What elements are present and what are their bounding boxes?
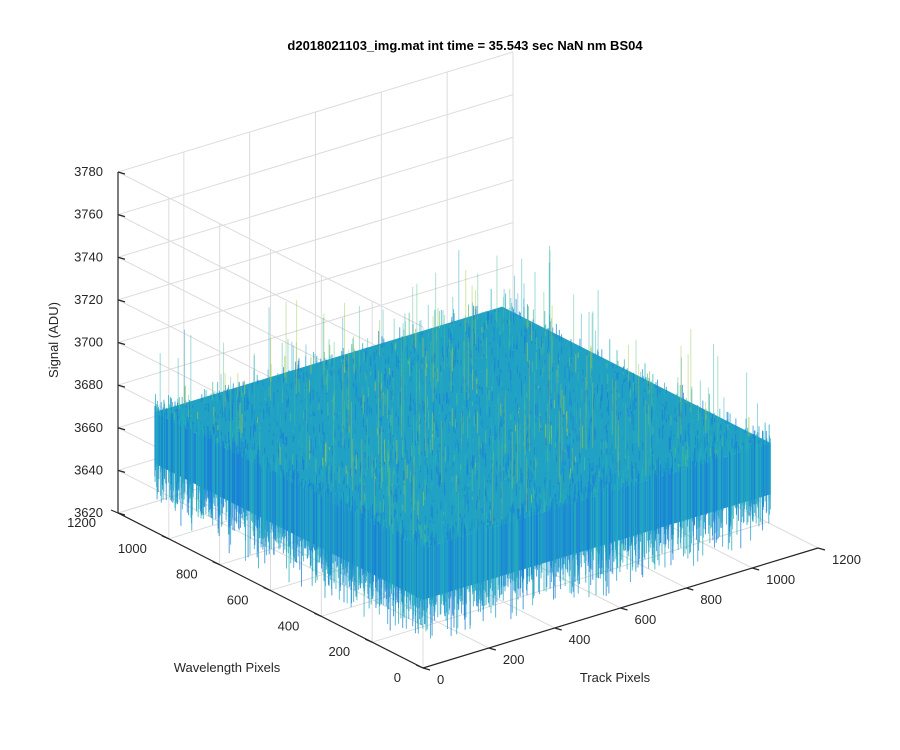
x-axis-label: Track Pixels xyxy=(580,670,651,685)
x-tick-mark xyxy=(422,667,431,671)
y-tick-mark xyxy=(415,664,424,669)
z-tick-mark xyxy=(117,256,126,260)
z-tick-mark xyxy=(117,341,126,346)
z-tick-label: 3680 xyxy=(74,377,103,392)
wall-gridline xyxy=(117,51,514,173)
wall-gridline xyxy=(117,214,424,371)
x-tick-label: 0 xyxy=(437,672,444,687)
y-tick-label: 1000 xyxy=(118,541,147,556)
y-tick-label: 200 xyxy=(328,644,350,659)
axes xyxy=(110,171,826,671)
x-tick-mark xyxy=(686,587,694,591)
x-tick-label: 600 xyxy=(635,612,657,627)
x-tick-mark xyxy=(752,567,760,571)
z-tick-mark xyxy=(117,469,126,473)
x-tick-mark xyxy=(554,627,562,631)
x-tick-label: 800 xyxy=(700,592,722,607)
z-tick-label: 3700 xyxy=(74,335,103,350)
z-tick-label: 3760 xyxy=(74,207,103,222)
y-tick-mark xyxy=(161,535,170,540)
x-tick-label: 1200 xyxy=(832,552,861,567)
z-tick-label: 3740 xyxy=(74,249,103,264)
y-tick-label: 400 xyxy=(278,618,300,633)
z-tick-mark xyxy=(117,427,126,431)
x-tick-mark xyxy=(817,547,826,551)
z-tick-label: 3640 xyxy=(74,462,103,477)
wall-gridline xyxy=(117,264,514,386)
z-axis-label: Signal (ADU) xyxy=(46,302,61,378)
wall-gridline xyxy=(117,179,514,301)
wall-gridline xyxy=(117,171,424,328)
wall-gridline xyxy=(117,136,514,258)
z-tick-label: 3780 xyxy=(74,164,103,179)
z-tick-mark xyxy=(117,384,126,388)
surface xyxy=(154,245,771,639)
y-tick-label: 1200 xyxy=(67,515,96,530)
x-tick-mark xyxy=(488,647,496,651)
x-tick-mark xyxy=(620,607,628,611)
y-tick-label: 800 xyxy=(176,567,198,582)
y-tick-label: 600 xyxy=(227,593,249,608)
z-tick-label: 3720 xyxy=(74,292,103,307)
z-tick-mark xyxy=(117,171,126,175)
z-tick-mark xyxy=(117,214,126,218)
y-tick-mark xyxy=(110,509,119,514)
wall-gridline xyxy=(117,469,424,626)
x-tick-label: 400 xyxy=(569,632,591,647)
y-axis-label: Wavelength Pixels xyxy=(174,660,281,675)
z-tick-label: 3620 xyxy=(74,505,103,520)
x-tick-label: 200 xyxy=(503,652,525,667)
y-tick-mark xyxy=(263,586,271,592)
y-tick-mark xyxy=(314,612,322,617)
z-tick-mark xyxy=(117,512,126,516)
tick-labels: 0 200 400 600 800 1000 1200 0 200 400 600 800 1000 12… xyxy=(67,164,861,687)
y-tick-mark xyxy=(364,638,373,643)
z-tick-label: 3660 xyxy=(74,420,103,435)
wall-gridline xyxy=(117,222,514,343)
chart-title: d2018021103_img.mat int time = 35.543 se… xyxy=(287,38,643,53)
y-tick-label: 0 xyxy=(394,670,401,685)
wall-gridline xyxy=(117,94,514,216)
y-tick-mark xyxy=(212,561,220,566)
z-tick-mark xyxy=(117,299,126,303)
x-tick-label: 1000 xyxy=(766,572,795,587)
